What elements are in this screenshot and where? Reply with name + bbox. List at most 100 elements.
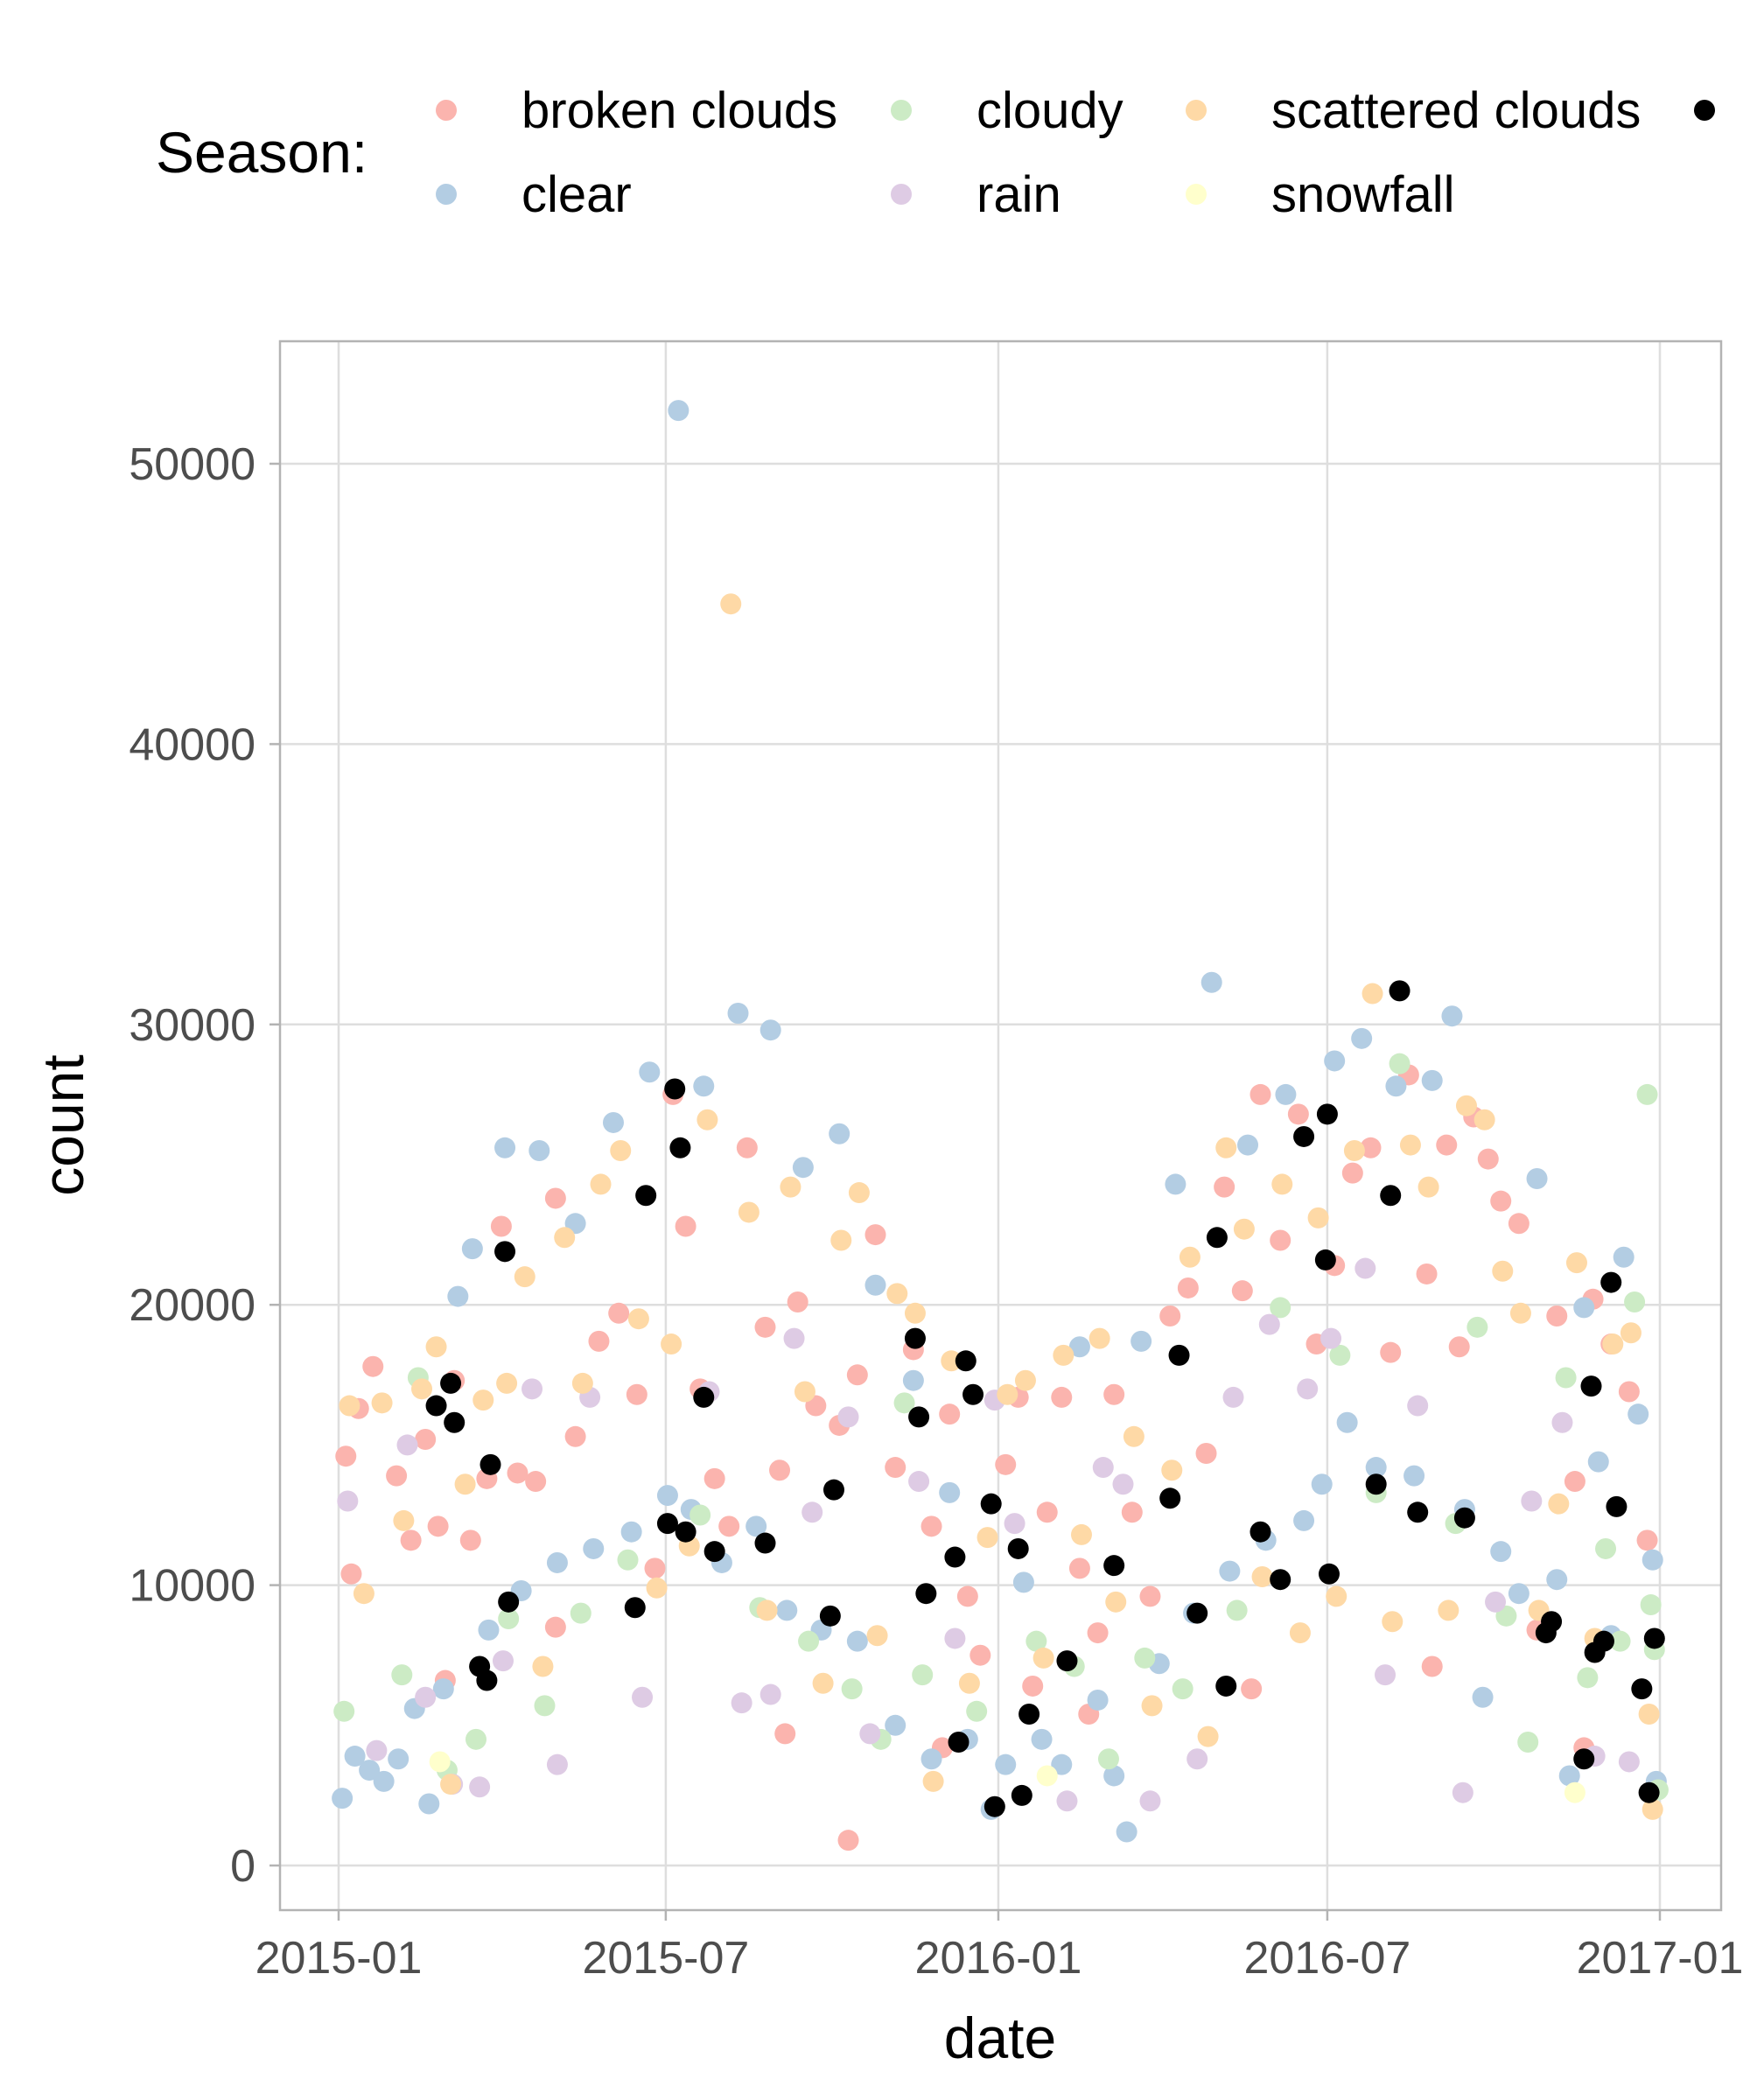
data-point bbox=[720, 593, 742, 615]
data-point bbox=[1477, 1148, 1499, 1170]
data-point bbox=[760, 1019, 781, 1041]
data-point bbox=[564, 1425, 586, 1447]
data-point bbox=[1640, 1594, 1662, 1616]
data-point bbox=[668, 400, 690, 422]
data-point bbox=[1311, 1474, 1333, 1495]
data-point bbox=[359, 1760, 381, 1782]
data-point bbox=[391, 1664, 413, 1686]
data-point bbox=[1195, 1443, 1217, 1465]
data-point bbox=[948, 1732, 970, 1754]
data-point bbox=[1307, 1207, 1329, 1228]
data-point bbox=[635, 1185, 657, 1207]
data-point bbox=[1573, 1748, 1595, 1770]
data-point bbox=[626, 1383, 648, 1405]
data-point bbox=[371, 1392, 393, 1414]
data-point bbox=[1551, 1411, 1573, 1433]
data-point bbox=[498, 1591, 520, 1613]
data-point bbox=[1329, 1344, 1351, 1366]
data-point bbox=[522, 1378, 543, 1400]
data-point bbox=[353, 1583, 374, 1605]
data-point bbox=[802, 1502, 823, 1523]
data-point bbox=[822, 1479, 844, 1501]
data-point bbox=[1251, 1565, 1273, 1587]
x-tick-label: 2015-01 bbox=[256, 1933, 423, 1984]
series-snowfall bbox=[429, 1751, 1586, 1803]
data-point bbox=[776, 1600, 798, 1621]
data-point bbox=[1026, 1630, 1047, 1652]
data-point bbox=[610, 1139, 632, 1161]
data-point bbox=[632, 1686, 654, 1708]
data-point bbox=[498, 1608, 520, 1630]
data-point bbox=[955, 1350, 976, 1372]
data-point bbox=[1103, 1383, 1125, 1405]
data-point bbox=[340, 1563, 362, 1585]
data-point bbox=[769, 1460, 791, 1481]
data-point bbox=[1336, 1411, 1358, 1433]
data-point bbox=[1092, 1457, 1114, 1479]
data-point bbox=[704, 1541, 725, 1563]
data-point bbox=[1385, 1075, 1407, 1097]
data-point bbox=[664, 1078, 686, 1100]
data-point bbox=[794, 1381, 816, 1403]
y-tick-label: 0 bbox=[230, 1841, 256, 1892]
data-point bbox=[904, 1302, 926, 1324]
legend-label: clear bbox=[522, 166, 632, 223]
data-point bbox=[939, 1481, 961, 1503]
data-point bbox=[792, 1157, 814, 1179]
data-point bbox=[411, 1378, 433, 1400]
data-point bbox=[846, 1630, 868, 1652]
data-point bbox=[908, 1471, 930, 1493]
data-point bbox=[373, 1770, 395, 1792]
data-point bbox=[1548, 1493, 1570, 1515]
data-point bbox=[859, 1723, 881, 1745]
data-point bbox=[1004, 1513, 1026, 1535]
data-point bbox=[1638, 1703, 1660, 1725]
data-point bbox=[1418, 1176, 1439, 1198]
data-point bbox=[1436, 1134, 1458, 1156]
data-point bbox=[1172, 1678, 1194, 1700]
data-point bbox=[736, 1137, 758, 1158]
data-point bbox=[546, 1551, 568, 1573]
data-point bbox=[447, 1285, 469, 1307]
y-tick-label: 50000 bbox=[129, 439, 256, 490]
data-point bbox=[400, 1530, 422, 1551]
data-point bbox=[1407, 1395, 1429, 1417]
data-point bbox=[1452, 1782, 1474, 1803]
data-point bbox=[1380, 1341, 1402, 1363]
data-point bbox=[787, 1291, 808, 1312]
data-point bbox=[1441, 1005, 1463, 1027]
data-point bbox=[496, 1372, 518, 1394]
data-point bbox=[885, 1457, 906, 1479]
data-point bbox=[1351, 1027, 1373, 1049]
data-point bbox=[1293, 1509, 1315, 1531]
data-point bbox=[494, 1137, 516, 1158]
data-point bbox=[1609, 1630, 1631, 1652]
data-point bbox=[866, 1625, 888, 1647]
data-point bbox=[830, 1229, 852, 1251]
y-tick-label: 30000 bbox=[129, 1000, 256, 1051]
y-tick-label: 20000 bbox=[129, 1280, 256, 1331]
data-point bbox=[1564, 1471, 1586, 1493]
data-point bbox=[627, 1308, 649, 1330]
data-point bbox=[1509, 1302, 1531, 1324]
data-point bbox=[1087, 1689, 1109, 1711]
data-point bbox=[997, 1383, 1018, 1405]
legend-key bbox=[1694, 100, 1715, 121]
series-unlabeled bbox=[425, 980, 1665, 1817]
data-point bbox=[675, 1215, 696, 1237]
data-point bbox=[546, 1754, 568, 1775]
data-point bbox=[798, 1630, 820, 1652]
data-point bbox=[344, 1746, 366, 1768]
data-point bbox=[1613, 1246, 1634, 1268]
data-point bbox=[1485, 1591, 1507, 1613]
data-point bbox=[693, 1075, 715, 1097]
data-point bbox=[1186, 1748, 1208, 1770]
data-point bbox=[1546, 1306, 1568, 1327]
data-point bbox=[1404, 1465, 1425, 1487]
data-point bbox=[1087, 1622, 1109, 1644]
data-point bbox=[480, 1453, 501, 1475]
data-point bbox=[727, 1002, 749, 1024]
data-point bbox=[366, 1740, 388, 1761]
data-point bbox=[1316, 1103, 1338, 1125]
